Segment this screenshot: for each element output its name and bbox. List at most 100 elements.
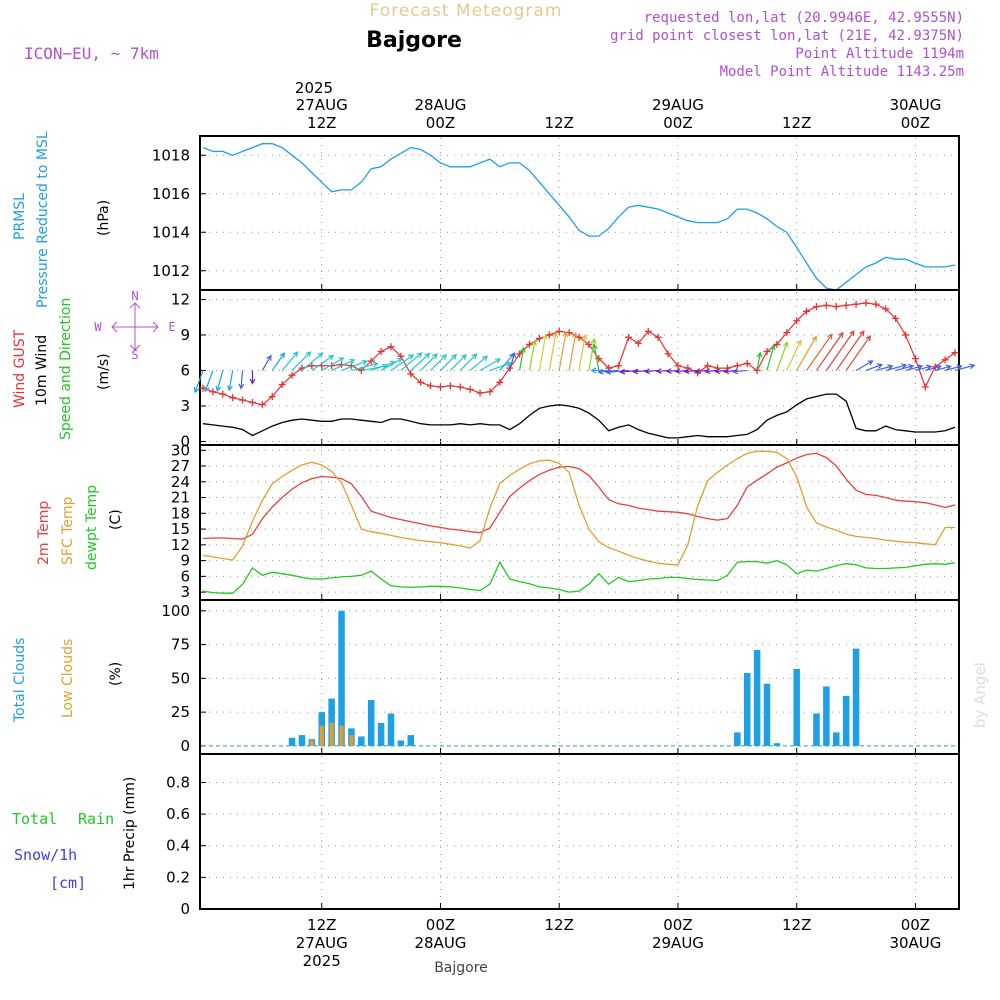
temp-sfc-label: SFC Temp [60,496,76,565]
compass-n: N [131,289,138,303]
temperature-ytick-label: 15 [171,520,190,538]
wind-arrow [281,351,299,371]
gust-label: Wind GUST [12,329,28,408]
wind-arrow [216,370,224,391]
pressure-ytick-label: 1014 [152,223,190,241]
wind-arrow [855,360,873,371]
precip-ytick-label: 0.2 [166,868,190,886]
gust-marker [763,348,771,356]
gust-line [202,302,956,406]
pressure-ytick-label: 1018 [152,146,190,164]
wind-ytick-label: 12 [171,290,190,308]
wind-arrow-head [597,368,604,375]
wind-arrow-head [292,351,299,358]
gust-marker [486,388,494,396]
wind-arrow [666,369,678,373]
compass-arrows [111,302,159,351]
wind-arrow-head [520,346,526,353]
wind-arrow [756,352,761,371]
total-cloud-bar [823,686,830,746]
wind-arrow-head [849,330,855,337]
wind-arrow [301,352,324,371]
total-cloud-bar [852,648,860,746]
wind-arrow-head [887,364,894,370]
wind-arrow-head [876,363,884,369]
wind-arrow [449,354,467,371]
precip-ytick-label: 0 [180,900,190,918]
total-cloud-bar [773,743,781,746]
wind-arrow [311,355,334,371]
wind-arrow [240,370,244,389]
wind-arrow-head [945,364,952,371]
wind-arrow [430,354,447,371]
wind-arrow [341,360,368,372]
bottom-time-label: 2025 [303,952,341,970]
wind-arrow-head [562,330,569,337]
total-cloud-bar [734,732,741,746]
wind-arrow [528,340,536,371]
wind-arrow-head [619,368,626,375]
total-cloud-bar [298,735,306,746]
wind-arrow [875,365,893,372]
gust-marker [278,381,286,389]
temperature-ytick-label: 3 [180,583,190,601]
wind-arrow [944,365,962,372]
wind-arrow-head [317,352,324,358]
top-date-label: 30AUG [889,96,941,114]
wind-arrow-head [266,354,272,361]
pressure-label-1: PRMSL [12,193,28,240]
total-cloud-bar [367,699,375,746]
bottom-time-label: 30AUG [889,934,941,952]
wind-arrow [568,332,577,371]
top-year-label: 2025 [295,79,333,97]
wind-arrow-head [424,352,431,359]
wind-arrow-head [590,337,597,344]
wind-arrow-head [408,354,415,360]
wind-arrow-head [632,368,639,375]
cloud-unit: (%) [108,662,124,686]
temp-2m-label: 2m Temp [36,501,52,565]
wind-arrow [194,370,204,393]
wind-arrow-head [372,361,379,368]
compass-w: W [94,320,102,334]
gust-marker [476,389,484,397]
wind-arrow [548,332,557,371]
wind-arrow-head [838,331,844,338]
wind-arrow-head [796,339,802,346]
wind-arrow-head [908,364,915,370]
wind-arrow [291,351,311,371]
gust-marker [892,314,900,322]
gust-marker [545,331,553,339]
total-cloud-bar [358,736,365,746]
wind-arrow-head [361,359,369,366]
low-clouds-label: Low Clouds [60,639,76,718]
gust-marker [624,333,632,341]
wind-ytick-label: 9 [180,326,190,344]
compass-e: E [168,320,175,334]
gust-marker [427,382,435,390]
total-cloud-bar [328,698,335,746]
wind-arrow-head [305,351,312,358]
gust-marker [239,396,247,404]
wind-arrow [459,353,477,371]
wind-arrow [796,336,817,371]
wind-arrow-head [723,368,730,375]
gust-marker [803,307,811,315]
wind-arrow-head [416,352,423,358]
wind-arrow-head [592,343,598,350]
wind-arrow-head [215,385,222,392]
wind-arrow-head [193,387,200,394]
top-hour-label: 12Z [307,114,336,132]
wind10-line [202,393,956,439]
wind-arrow [954,364,975,372]
wind-arrow-head [204,386,210,393]
gust-marker [248,398,256,406]
wind-arrow-head [531,339,537,346]
wind-arrow [935,365,951,372]
temp-dewpt-label: dewpt Temp [84,485,100,570]
wind-arrow-head [581,333,588,340]
wind-arrow-head [590,367,597,374]
wind-arrow [578,334,586,371]
requested-coords: requested lon,lat (20.9946E, 42.9555N) [644,10,964,26]
